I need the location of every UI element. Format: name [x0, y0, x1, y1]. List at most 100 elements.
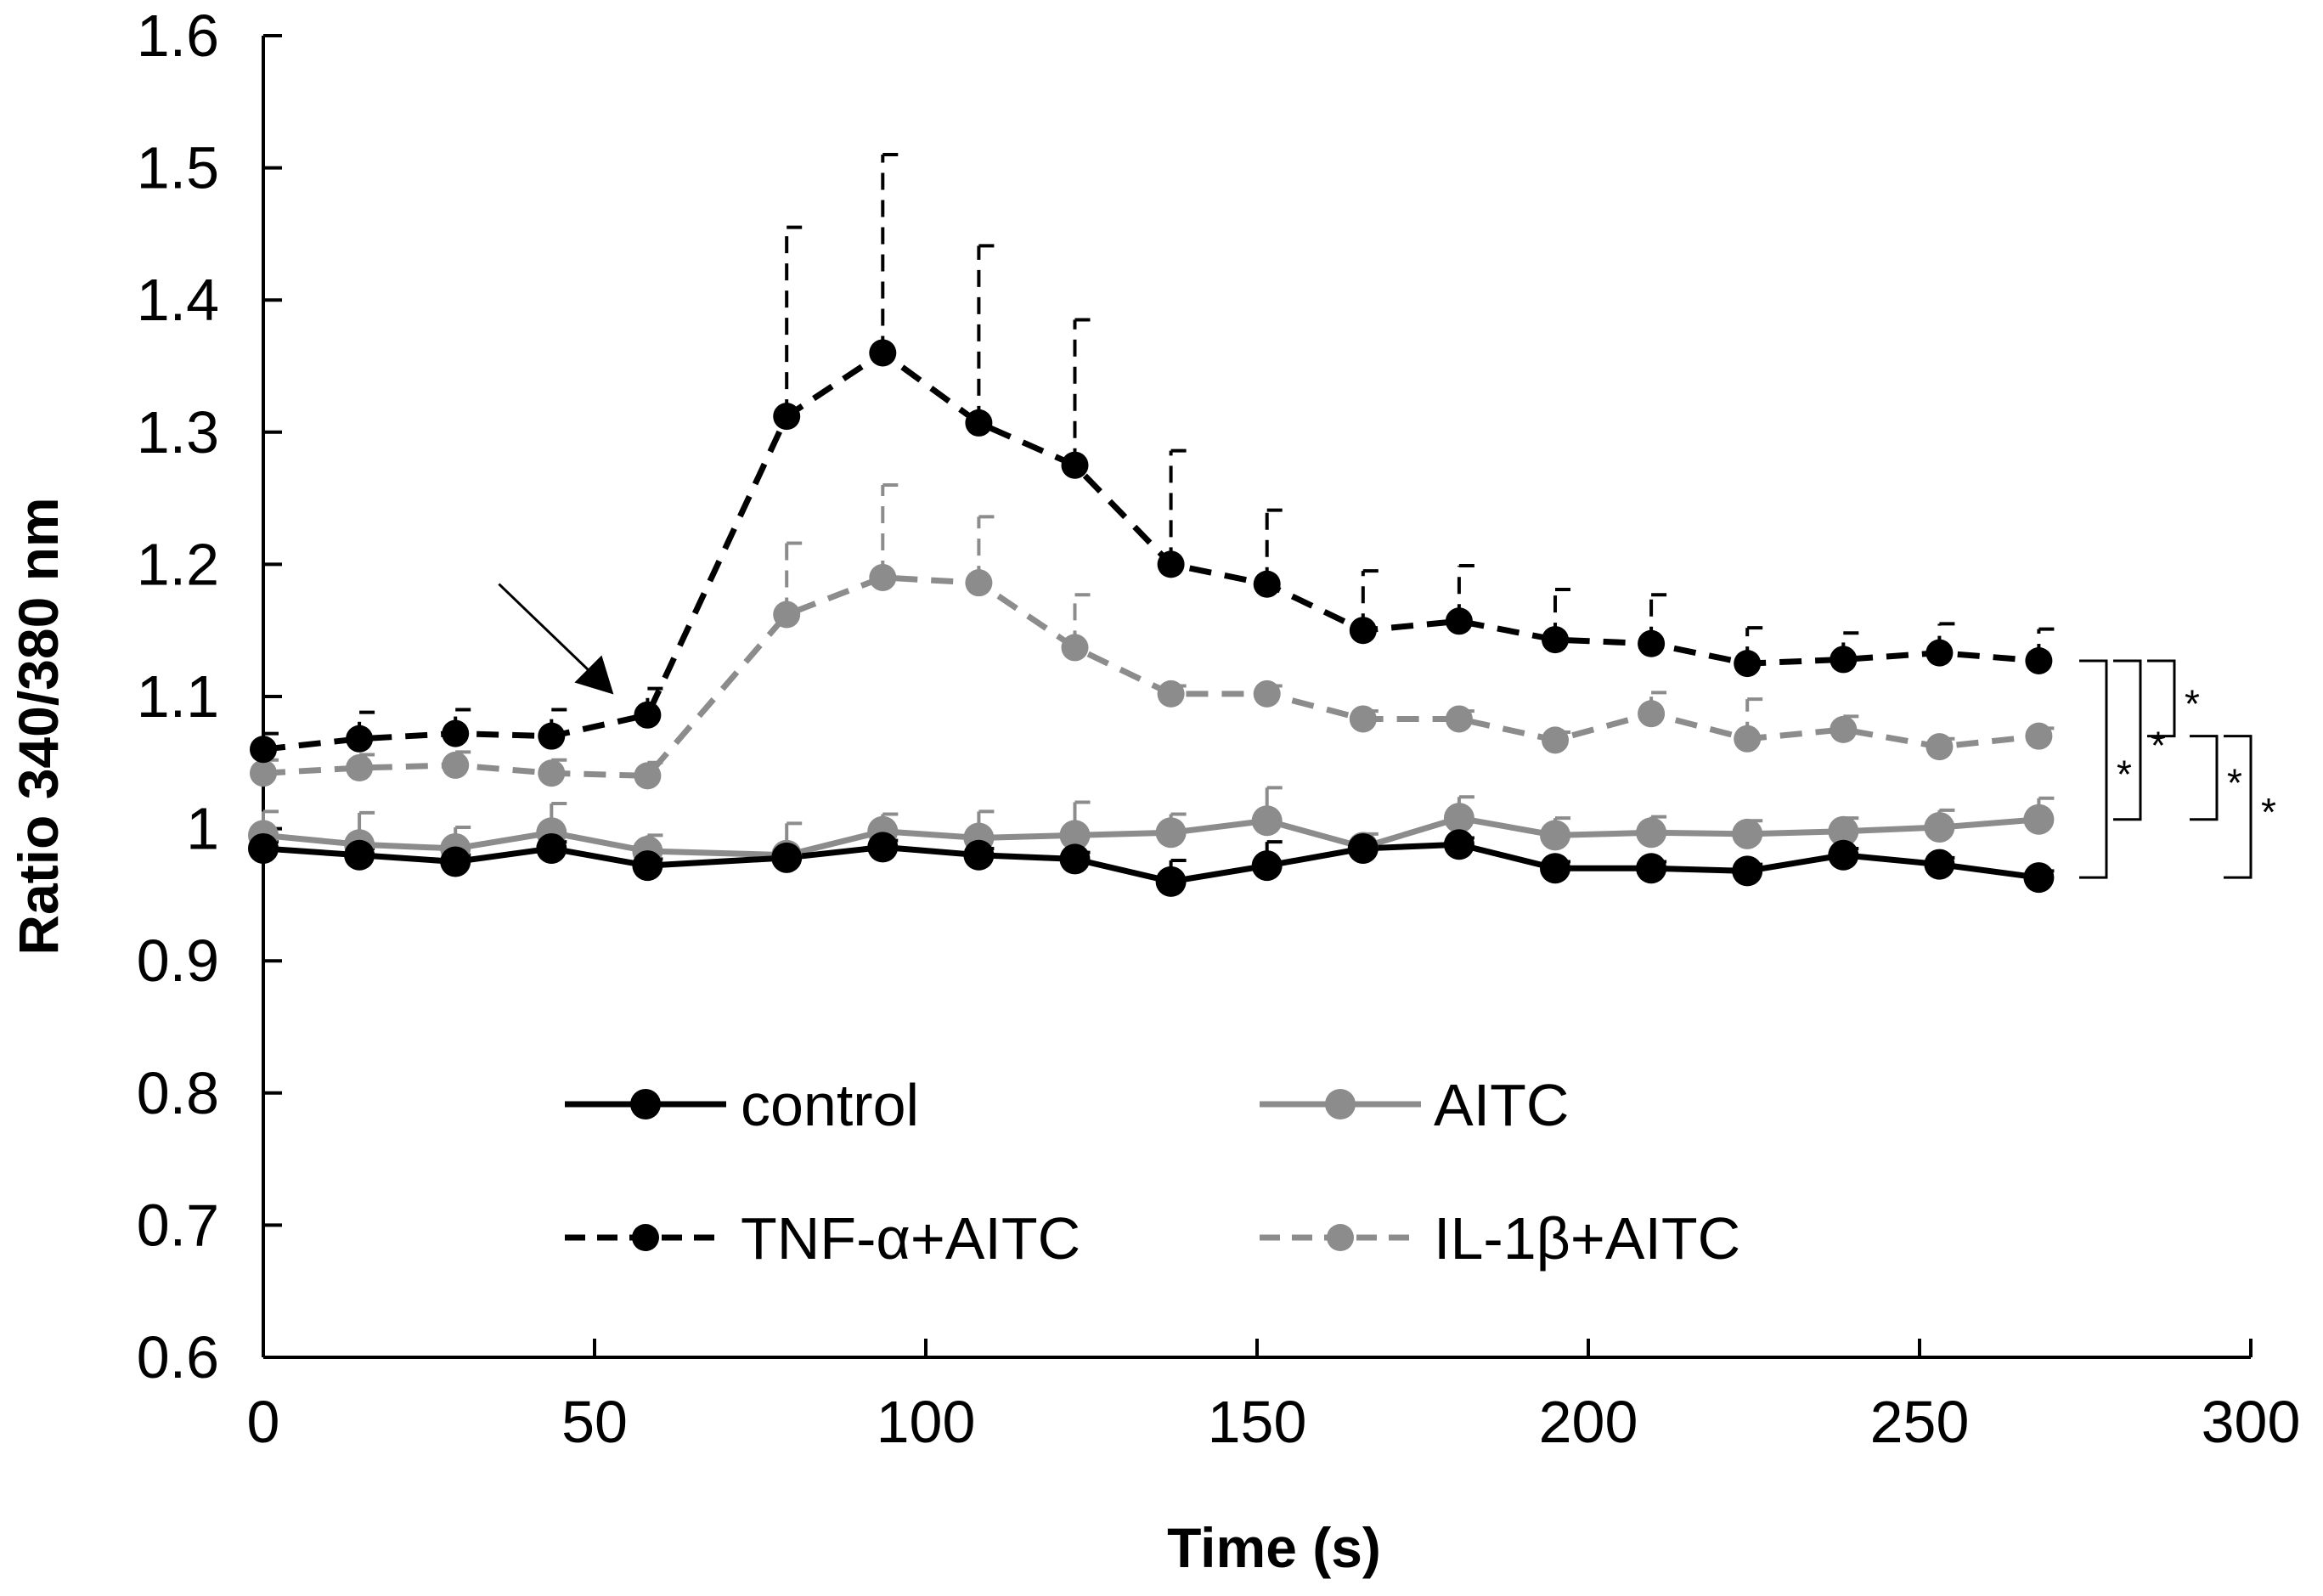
data-point [2023, 862, 2055, 894]
data-point [1445, 607, 1473, 635]
x-tick-label: 200 [1539, 1389, 1638, 1455]
y-tick-label: 1.1 [137, 663, 219, 730]
data-point [1732, 855, 1763, 887]
data-point [1059, 820, 1091, 851]
data-point [965, 409, 993, 437]
data-point [773, 403, 801, 431]
x-tick-label: 100 [877, 1389, 976, 1455]
significance-label: * [2117, 753, 2132, 797]
legend-label: IL-1β+AITC [1434, 1205, 1740, 1272]
data-point [442, 719, 470, 747]
data-point [1924, 849, 1955, 880]
significance-label: * [2261, 790, 2276, 834]
data-point [632, 850, 663, 882]
significance-label: * [2185, 681, 2200, 725]
data-point [1157, 680, 1185, 708]
data-point [1636, 817, 1667, 849]
y-tick-label: 0.8 [137, 1060, 219, 1126]
y-tick-label: 1.6 [137, 3, 219, 69]
data-point [867, 832, 899, 863]
data-point [538, 759, 566, 787]
data-point [1061, 634, 1089, 662]
y-tick-label: 0.6 [137, 1324, 219, 1390]
data-point [346, 725, 374, 753]
arrow-head [574, 655, 614, 695]
data-point [440, 846, 471, 877]
data-point [1443, 829, 1474, 860]
significance-label: * [2227, 761, 2242, 805]
significance-label: * [2151, 723, 2166, 767]
series-line [262, 841, 2039, 885]
data-point [1828, 839, 1859, 871]
data-point [965, 569, 993, 597]
data-point [1349, 617, 1377, 645]
data-point [634, 762, 662, 790]
data-point [963, 839, 995, 871]
y-tick-label: 1 [186, 796, 219, 862]
significance-bracket [2113, 659, 2142, 821]
data-point [1830, 715, 1858, 743]
legend-label: AITC [1434, 1072, 1569, 1138]
data-point [1636, 853, 1667, 884]
annotations [498, 583, 614, 695]
significance-bracket [2190, 735, 2219, 821]
data-point [634, 701, 662, 729]
y-tick-label: 1.2 [137, 531, 219, 597]
legend-swatch-marker [1325, 1089, 1356, 1119]
data-point [1828, 815, 1859, 847]
data-point [869, 563, 897, 591]
data-point [2025, 646, 2053, 674]
data-point [536, 832, 567, 864]
data-point [1734, 650, 1762, 678]
significance-bracket [2224, 735, 2253, 879]
x-axis-title: Time (s) [1167, 1516, 1381, 1579]
series-lines [262, 349, 2039, 885]
data-point [1251, 805, 1283, 837]
data-point [442, 751, 470, 779]
data-point [1542, 726, 1569, 754]
x-tick-label: 300 [2202, 1389, 2301, 1455]
y-tick-label: 1.3 [137, 399, 219, 465]
data-point [248, 832, 279, 864]
x-tick-label: 150 [1208, 1389, 1307, 1455]
data-point [250, 736, 277, 764]
y-axis-title: Ratio 340/380 nm [7, 497, 70, 955]
data-point [1155, 817, 1187, 849]
data-point [1157, 550, 1185, 578]
data-point [344, 839, 375, 871]
data-point [1443, 803, 1474, 834]
data-point [1155, 866, 1187, 897]
data-point [1638, 700, 1666, 728]
data-point [1059, 843, 1091, 875]
x-tick-label: 250 [1870, 1389, 1970, 1455]
data-point [250, 759, 277, 787]
data-point [869, 339, 897, 367]
data-point [771, 842, 803, 873]
x-tick-label: 50 [561, 1389, 628, 1455]
series-line [262, 349, 2039, 753]
data-point [346, 754, 374, 782]
data-point [1251, 850, 1283, 882]
series-line [262, 574, 2039, 779]
legend-label: control [741, 1072, 919, 1138]
y-tick-label: 1.4 [137, 267, 219, 333]
data-point [538, 722, 566, 750]
legend-label: TNF-α+AITC [741, 1205, 1080, 1272]
significance-brackets: * * * * * [2079, 659, 2276, 879]
data-point [1924, 812, 1955, 843]
data-point [1830, 646, 1858, 674]
legend: control AITC TNF-α+AITC IL-1β+AITC [565, 1072, 1740, 1272]
data-point [1734, 725, 1762, 753]
series-markers [248, 339, 2055, 897]
data-point [1349, 705, 1377, 733]
data-point [1253, 570, 1281, 598]
x-tick-label: 0 [247, 1389, 280, 1455]
data-point [1253, 680, 1281, 708]
significance-bracket [2079, 659, 2108, 879]
legend-swatch-marker [632, 1224, 659, 1251]
data-point [1925, 733, 1954, 761]
data-point [1445, 705, 1473, 733]
data-point [1347, 832, 1379, 864]
legend-swatch-marker [1327, 1224, 1354, 1251]
